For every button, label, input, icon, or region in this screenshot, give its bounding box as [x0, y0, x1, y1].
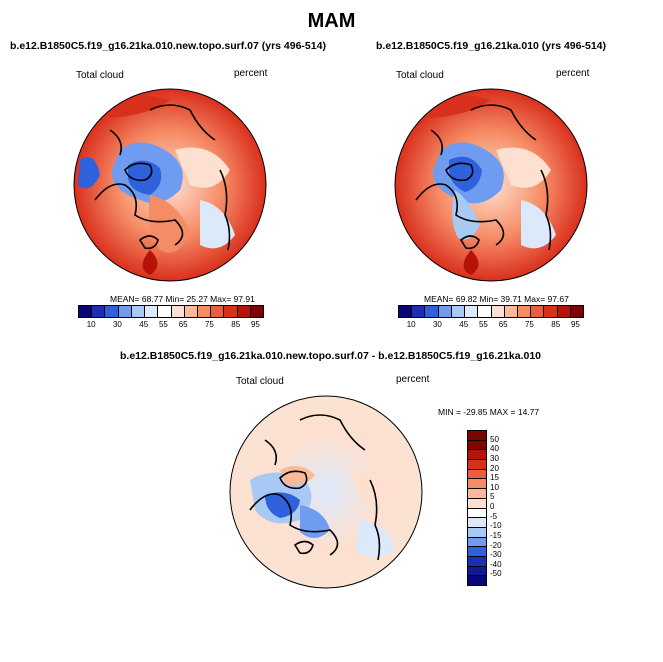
colorbar-swatch [211, 306, 225, 317]
colorbar-swatch [425, 306, 439, 317]
colorbar-swatch [570, 306, 584, 317]
colorbar-swatch [105, 306, 119, 317]
colorbar-swatch [468, 576, 486, 585]
colorbar-swatch [79, 306, 93, 317]
colorbar-swatch [237, 306, 251, 317]
colorbar-tick-label: 65 [178, 320, 188, 329]
left-stats: MEAN= 68.77 Min= 25.27 Max= 97.91 [110, 294, 255, 304]
colorbar-swatch [171, 306, 185, 317]
diff-colorbar [467, 430, 487, 586]
colorbar-tick-label: 95 [250, 320, 260, 329]
right-colorbar [398, 305, 584, 318]
left-panel-title: b.e12.B1850C5.f19_g16.21ka.010.new.topo.… [10, 40, 326, 52]
colorbar-tick-label: 20 [490, 463, 499, 473]
colorbar-tick-label: 85 [231, 320, 241, 329]
colorbar-tick-label: -20 [490, 540, 502, 550]
colorbar-tick-label: 55 [478, 320, 488, 329]
colorbar-swatch [504, 306, 518, 317]
colorbar-swatch [451, 306, 466, 317]
colorbar-swatch [399, 306, 413, 317]
right-panel-title: b.e12.B1850C5.f19_g16.21ka.010 (yrs 496-… [376, 40, 606, 52]
colorbar-tick-label: 65 [498, 320, 508, 329]
colorbar-swatch [468, 489, 486, 499]
colorbar-tick-label: 45 [459, 320, 469, 329]
colorbar-swatch [468, 508, 486, 519]
colorbar-swatch [517, 306, 532, 317]
diff-stats: MIN = -29.85 MAX = 14.77 [438, 407, 540, 417]
colorbar-tick-label: 5 [490, 492, 495, 502]
colorbar-swatch [491, 306, 505, 317]
colorbar-swatch [145, 306, 159, 317]
colorbar-swatch [468, 460, 486, 470]
colorbar-tick-label: 45 [139, 320, 149, 329]
colorbar-swatch [468, 431, 486, 441]
colorbar-tick-label: 40 [490, 444, 499, 454]
colorbar-swatch [92, 306, 106, 317]
colorbar-tick-label: 30 [490, 453, 499, 463]
colorbar-tick-label: -50 [490, 569, 502, 579]
diff-units-label: percent [396, 374, 430, 385]
right-units-label: percent [556, 68, 590, 79]
colorbar-tick-label: 75 [204, 320, 214, 329]
colorbar-tick-label: 30 [112, 320, 122, 329]
colorbar-tick-label: -10 [490, 521, 502, 531]
diff-variable-label: Total cloud [236, 376, 284, 387]
colorbar-tick-label: 10 [490, 482, 499, 492]
left-colorbar-ticks: 10 30 45 55 65 75 85 95 [78, 320, 262, 332]
colorbar-swatch [544, 306, 558, 317]
colorbar-tick-label: -40 [490, 559, 502, 569]
colorbar-swatch [250, 306, 264, 317]
colorbar-swatch [465, 306, 479, 317]
right-colorbar-ticks: 10 30 45 55 65 75 85 95 [398, 320, 582, 332]
right-stats: MEAN= 69.82 Min= 39.71 Max= 97.67 [424, 294, 569, 304]
figure-title: MAM [307, 10, 356, 32]
colorbar-swatch [197, 306, 212, 317]
colorbar-tick-label: 15 [490, 473, 499, 483]
colorbar-swatch [478, 306, 492, 317]
diff-colorbar-ticks: 50 40 30 20 15 10 5 0 -5 -10 -15 -20 -30 -40 -50 [490, 430, 520, 584]
colorbar-swatch [468, 518, 486, 528]
colorbar-tick-label: 10 [86, 320, 96, 329]
colorbar-swatch [468, 469, 486, 480]
left-units-label: percent [234, 68, 268, 79]
colorbar-swatch [468, 566, 486, 577]
colorbar-tick-label: 55 [158, 320, 168, 329]
colorbar-swatch [184, 306, 198, 317]
colorbar-tick-label: 95 [570, 320, 580, 329]
colorbar-swatch [438, 306, 452, 317]
colorbar-tick-label: 10 [406, 320, 416, 329]
colorbar-swatch [224, 306, 238, 317]
colorbar-swatch [158, 306, 172, 317]
colorbar-tick-label: -5 [490, 511, 498, 521]
diff-panel-title: b.e12.B1850C5.f19_g16.21ka.010.new.topo.… [120, 350, 542, 362]
colorbar-swatch [468, 547, 486, 557]
colorbar-tick-label: 0 [490, 502, 495, 511]
colorbar-tick-label: -30 [490, 550, 502, 560]
colorbar-swatch [468, 498, 486, 509]
colorbar-swatch [412, 306, 426, 317]
colorbar-swatch [557, 306, 571, 317]
colorbar-tick-label: 75 [524, 320, 534, 329]
colorbar-swatch [468, 479, 486, 490]
colorbar-swatch [468, 450, 486, 461]
colorbar-swatch [468, 556, 486, 567]
right-variable-label: Total cloud [396, 70, 444, 81]
left-colorbar [78, 305, 264, 318]
colorbar-swatch [118, 306, 132, 317]
colorbar-tick-label: 50 [490, 434, 499, 444]
colorbar-tick-label: -15 [490, 530, 502, 540]
colorbar-swatch [531, 306, 545, 317]
colorbar-swatch [468, 527, 486, 538]
colorbar-swatch [131, 306, 146, 317]
colorbar-tick-label: 30 [432, 320, 442, 329]
left-variable-label: Total cloud [76, 70, 124, 81]
colorbar-swatch [468, 440, 486, 451]
colorbar-swatch [468, 537, 486, 548]
colorbar-tick-label: 85 [551, 320, 561, 329]
